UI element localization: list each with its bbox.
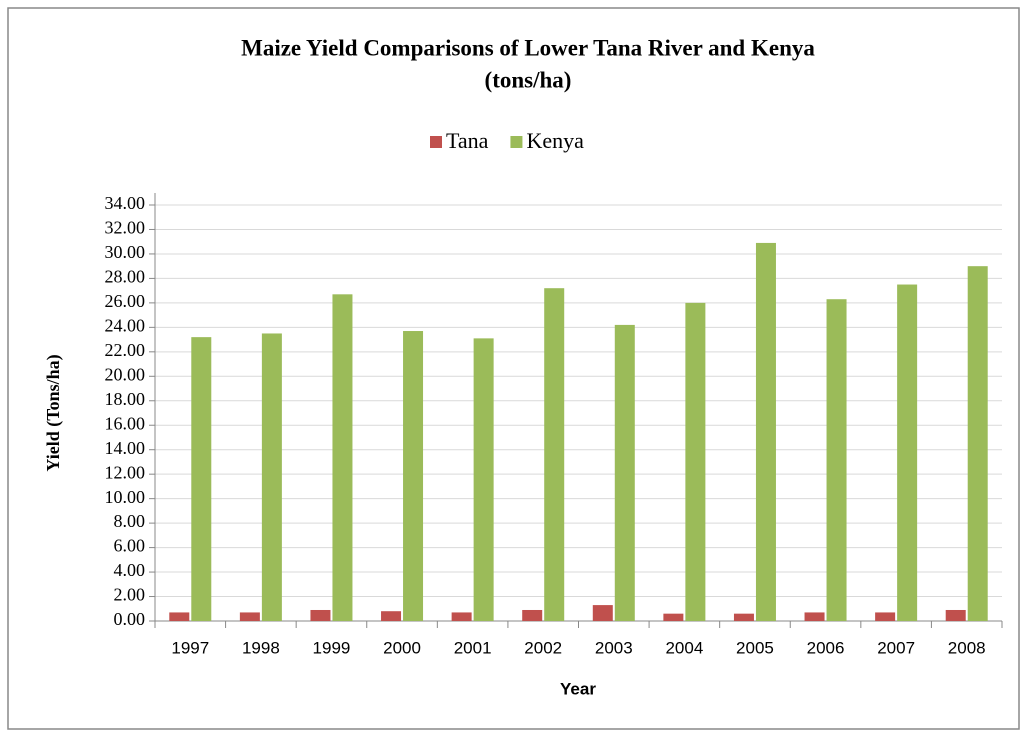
x-tick-label: 2007 (877, 638, 915, 657)
y-axis-label: Yield (Tons/ha) (43, 354, 64, 471)
bar (381, 611, 402, 621)
bar (191, 337, 212, 621)
x-axis-label: Year (560, 679, 596, 698)
y-tick-label: 32.00 (105, 218, 146, 238)
y-tick-label: 6.00 (114, 536, 146, 556)
y-tick-label: 16.00 (105, 413, 146, 433)
x-tick-label: 2006 (807, 638, 845, 657)
bar (261, 333, 282, 621)
bar (733, 613, 754, 621)
y-tick-label: 24.00 (105, 315, 146, 335)
chart-title: Maize Yield Comparisons of Lower Tana Ri… (241, 35, 815, 60)
y-tick-label: 2.00 (114, 585, 146, 605)
x-tick-label: 1997 (171, 638, 209, 657)
bar (945, 609, 966, 621)
bar (826, 299, 847, 621)
x-tick-label: 2002 (524, 638, 562, 657)
bar (522, 609, 543, 621)
y-tick-label: 14.00 (105, 438, 146, 458)
y-tick-label: 34.00 (105, 193, 146, 213)
y-tick-label: 12.00 (105, 462, 146, 482)
bar (403, 331, 424, 621)
y-tick-label: 8.00 (114, 511, 146, 531)
bar (592, 605, 613, 621)
chart-frame (7, 7, 1020, 730)
x-tick-label: 2008 (948, 638, 986, 657)
y-tick-label: 20.00 (105, 364, 146, 384)
bar (755, 242, 776, 621)
bar (614, 324, 635, 621)
y-tick-label: 28.00 (105, 267, 146, 287)
bar (967, 266, 988, 621)
bar (451, 612, 472, 621)
x-tick-label: 1999 (313, 638, 351, 657)
legend-label: Kenya (526, 128, 584, 153)
x-tick-label: 2000 (383, 638, 421, 657)
y-tick-label: 4.00 (114, 560, 146, 580)
y-tick-label: 30.00 (105, 242, 146, 262)
bar (897, 284, 918, 621)
bar (663, 613, 684, 621)
y-tick-label: 26.00 (105, 291, 146, 311)
x-tick-label: 2001 (454, 638, 492, 657)
chart-subtitle: (tons/ha) (485, 67, 572, 92)
bar (685, 302, 706, 621)
bar (310, 609, 331, 621)
bar (875, 612, 896, 621)
legend-label: Tana (446, 128, 489, 153)
y-tick-label: 22.00 (105, 340, 146, 360)
x-tick-label: 2005 (736, 638, 774, 657)
bar (544, 288, 565, 621)
bar (169, 612, 190, 621)
bar (804, 612, 825, 621)
bar (239, 612, 260, 621)
x-tick-label: 1998 (242, 638, 280, 657)
y-tick-label: 0.00 (114, 609, 146, 629)
bar (473, 338, 494, 621)
legend-swatch (430, 136, 442, 148)
bar (332, 294, 353, 621)
legend-swatch (510, 136, 523, 148)
x-tick-label: 2003 (595, 638, 633, 657)
y-tick-label: 10.00 (105, 487, 146, 507)
x-tick-label: 2004 (665, 638, 703, 657)
y-tick-label: 18.00 (105, 389, 146, 409)
